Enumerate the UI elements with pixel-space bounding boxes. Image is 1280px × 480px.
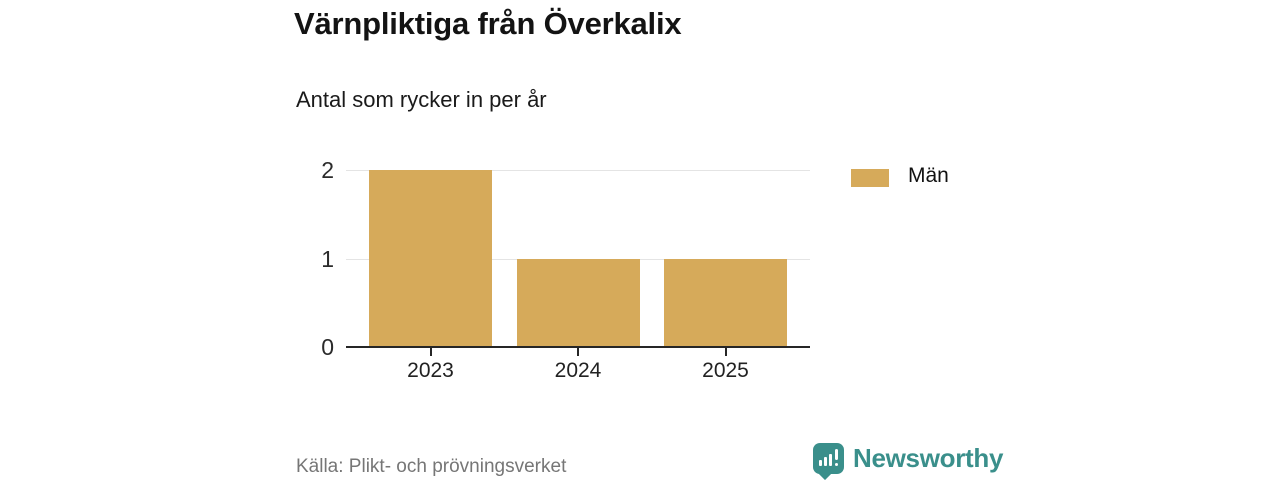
brand-name: Newsworthy xyxy=(853,443,1004,473)
bar xyxy=(369,170,492,347)
x-tick-label: 2025 xyxy=(702,359,749,382)
exclamation-icon xyxy=(834,449,838,460)
x-tick-label: 2023 xyxy=(407,359,454,382)
plot-area xyxy=(346,170,810,347)
source-text: Källa: Plikt- och prövningsverket xyxy=(296,456,567,477)
x-category: 2025 xyxy=(664,348,787,383)
chart-title: Värnpliktiga från Överkalix xyxy=(294,6,682,41)
mini-bar-icon xyxy=(824,457,827,466)
y-axis: 0 1 2 xyxy=(292,157,334,360)
legend-swatch xyxy=(851,169,889,187)
x-axis: 2023 2024 2025 xyxy=(346,348,810,383)
legend: Män xyxy=(851,164,949,188)
bar xyxy=(516,258,640,347)
bar xyxy=(664,258,787,347)
y-tick-label: 0 xyxy=(321,334,334,360)
bars xyxy=(346,170,810,347)
x-tick-label: 2024 xyxy=(554,359,602,382)
bubble-tail xyxy=(817,465,833,480)
exclamation-dot-icon xyxy=(834,462,838,466)
legend-label: Män xyxy=(908,164,949,187)
newsworthy-logo: Newsworthy xyxy=(813,443,1004,480)
x-axis-line xyxy=(346,346,810,348)
x-category: 2023 xyxy=(369,348,492,383)
x-tick-mark xyxy=(724,348,727,356)
mini-bar-icon xyxy=(819,460,822,466)
x-category: 2024 xyxy=(517,348,640,383)
y-tick-label: 1 xyxy=(321,245,334,272)
chart-subtitle: Antal som rycker in per år xyxy=(296,87,547,112)
x-tick-mark xyxy=(429,348,432,356)
bar-chart-bubble-icon xyxy=(813,443,844,480)
x-tick-mark xyxy=(577,348,579,356)
gridline xyxy=(346,170,810,171)
y-tick-label: 2 xyxy=(321,157,334,183)
mini-bar-icon xyxy=(829,454,832,466)
